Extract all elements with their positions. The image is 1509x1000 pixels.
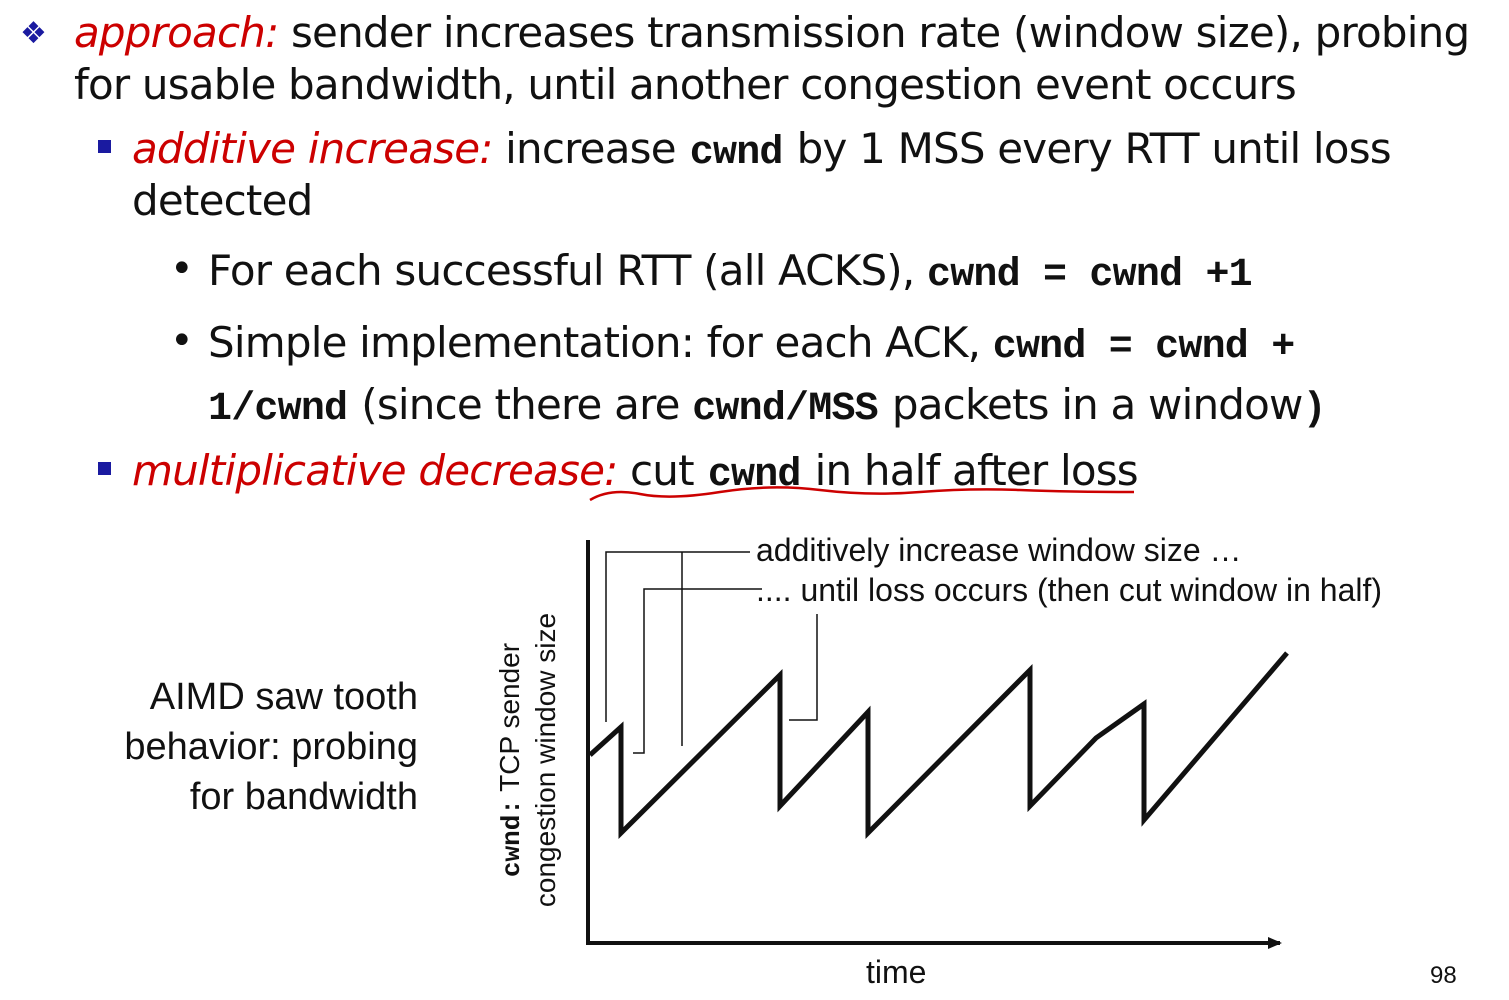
- multiplicative-label: multiplicative decrease:: [132, 446, 618, 495]
- sub2-line-1: Simple implementation: for each ACK, cwn…: [208, 318, 1295, 370]
- figure-caption: AIMD saw tooth behavior: probing for ban…: [60, 672, 418, 822]
- caption-line-3: for bandwidth: [189, 776, 418, 818]
- square-bullet-icon: [98, 140, 111, 153]
- page-number: 98: [1430, 962, 1457, 989]
- leader-loss-1: [633, 588, 762, 754]
- dot-bullet-icon: •: [170, 318, 194, 364]
- additive-line-2: detected: [132, 176, 313, 225]
- leader-loss-2: [789, 614, 818, 721]
- annotation-loss: .... until loss occurs (then cut window …: [756, 572, 1383, 608]
- sub1-text: For each successful RTT (all ACKS),: [208, 246, 927, 295]
- annotation-increase: additively increase window size …: [756, 532, 1242, 568]
- dot-bullet-icon: •: [170, 246, 194, 292]
- sub1-line: For each successful RTT (all ACKS), cwnd…: [208, 246, 1253, 298]
- sub2-paren: ): [1302, 387, 1327, 432]
- approach-line-2: for usable bandwidth, until another cong…: [74, 60, 1297, 109]
- multiplicative-text-a: cut: [617, 446, 695, 495]
- sub2-code-a: cwnd = cwnd +: [992, 325, 1295, 370]
- sub2-text-c: packets in a window: [891, 380, 1304, 429]
- sub2-code-c: cwnd/MSS: [692, 387, 878, 432]
- cwnd-sawtooth: [588, 651, 1289, 840]
- square-bullet-icon: [98, 462, 111, 475]
- sub2-code-b: 1/cwnd: [208, 387, 348, 432]
- additive-label: additive increase:: [132, 124, 493, 173]
- additive-text-a: increase: [492, 124, 676, 173]
- approach-text: sender increases transmission rate (wind…: [278, 8, 1470, 57]
- multiplicative-line: multiplicative decrease: cut cwnd in half …: [132, 446, 1139, 498]
- caption-line-2: behavior: probing: [124, 726, 418, 768]
- x-axis-label: time: [866, 954, 927, 990]
- caption-line-1: AIMD saw tooth: [149, 676, 418, 718]
- additive-code: cwnd: [689, 131, 784, 176]
- sub2-text-b: (since there are: [361, 380, 693, 429]
- sub2-text: Simple implementation: for each ACK,: [208, 318, 993, 367]
- leader-increase-1: [605, 551, 750, 722]
- sub1-code: cwnd = cwnd +1: [927, 253, 1253, 298]
- red-underline: [589, 486, 1135, 502]
- diamond-bullet-icon: ❖: [20, 16, 47, 51]
- multiplicative-text-b: in half after loss: [814, 446, 1139, 495]
- sub2-line-2: 1/cwnd (since there are cwnd/MSS packets i…: [208, 380, 1327, 432]
- approach-line-1: approach: sender increases transmission …: [74, 8, 1470, 57]
- additive-text-b: by 1 MSS every RTT until loss: [796, 124, 1392, 173]
- additive-line-1: additive increase: increase cwnd by 1 MSS …: [132, 124, 1392, 176]
- approach-label: approach:: [74, 8, 279, 57]
